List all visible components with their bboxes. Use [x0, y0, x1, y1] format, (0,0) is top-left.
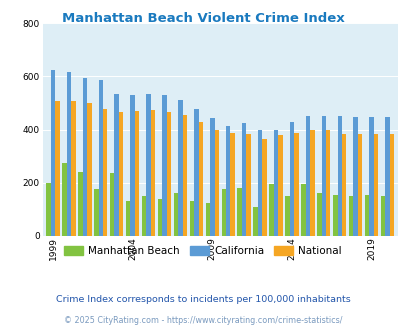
- Bar: [189, 201, 194, 236]
- Text: © 2025 CityRating.com - https://www.cityrating.com/crime-statistics/: © 2025 CityRating.com - https://www.city…: [64, 316, 341, 325]
- Bar: [71, 101, 75, 236]
- Bar: [194, 109, 198, 236]
- Bar: [158, 199, 162, 236]
- Bar: [221, 189, 226, 236]
- Bar: [230, 133, 234, 236]
- Legend: Manhattan Beach, California, National: Manhattan Beach, California, National: [60, 242, 345, 260]
- Text: Manhattan Beach Violent Crime Index: Manhattan Beach Violent Crime Index: [62, 12, 343, 24]
- Bar: [173, 193, 178, 236]
- Bar: [241, 123, 246, 236]
- Bar: [162, 95, 166, 236]
- Bar: [269, 184, 273, 236]
- Bar: [353, 117, 357, 236]
- Bar: [384, 117, 389, 236]
- Bar: [380, 195, 384, 236]
- Bar: [309, 130, 314, 236]
- Bar: [150, 110, 155, 236]
- Bar: [253, 207, 257, 236]
- Bar: [119, 112, 123, 236]
- Bar: [332, 195, 337, 236]
- Bar: [126, 201, 130, 236]
- Bar: [321, 116, 325, 236]
- Bar: [98, 80, 103, 236]
- Bar: [87, 103, 91, 236]
- Bar: [46, 183, 51, 236]
- Bar: [357, 134, 362, 236]
- Bar: [277, 135, 282, 236]
- Bar: [337, 116, 341, 236]
- Bar: [273, 130, 277, 236]
- Bar: [146, 94, 150, 236]
- Bar: [110, 174, 114, 236]
- Bar: [285, 196, 289, 236]
- Bar: [246, 134, 250, 236]
- Bar: [114, 94, 119, 236]
- Bar: [214, 130, 218, 236]
- Bar: [294, 133, 298, 236]
- Bar: [389, 134, 393, 236]
- Bar: [364, 195, 369, 236]
- Bar: [257, 130, 262, 236]
- Bar: [130, 95, 134, 236]
- Bar: [51, 71, 55, 236]
- Bar: [182, 115, 187, 236]
- Bar: [348, 196, 353, 236]
- Bar: [66, 72, 71, 236]
- Bar: [82, 78, 87, 236]
- Bar: [141, 196, 146, 236]
- Bar: [94, 189, 98, 236]
- Bar: [341, 134, 345, 236]
- Bar: [237, 188, 241, 236]
- Bar: [134, 112, 139, 236]
- Bar: [205, 203, 209, 236]
- Bar: [166, 112, 171, 236]
- Bar: [178, 100, 182, 236]
- Bar: [325, 130, 330, 236]
- Bar: [369, 117, 373, 236]
- Bar: [209, 118, 214, 236]
- Text: Crime Index corresponds to incidents per 100,000 inhabitants: Crime Index corresponds to incidents per…: [55, 295, 350, 304]
- Bar: [78, 172, 82, 236]
- Bar: [262, 139, 266, 236]
- Bar: [62, 163, 66, 236]
- Bar: [289, 122, 294, 236]
- Bar: [373, 134, 377, 236]
- Bar: [198, 121, 202, 236]
- Bar: [103, 109, 107, 236]
- Bar: [226, 126, 230, 236]
- Bar: [316, 193, 321, 236]
- Bar: [305, 116, 309, 236]
- Bar: [301, 184, 305, 236]
- Bar: [55, 101, 60, 236]
